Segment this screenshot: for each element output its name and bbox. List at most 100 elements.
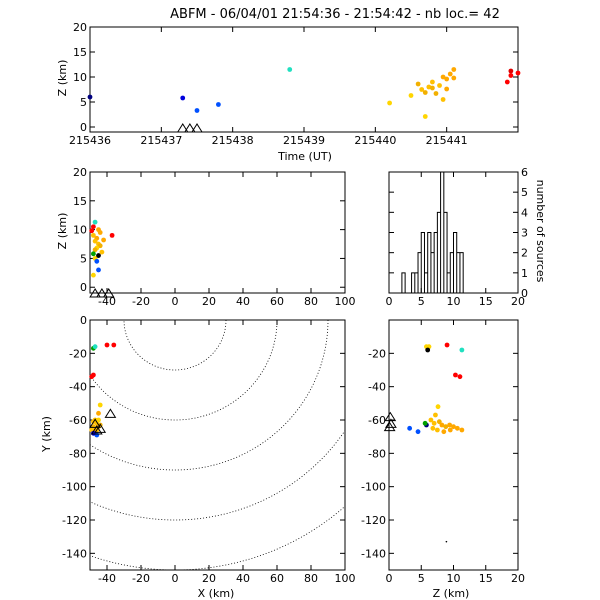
source-point (453, 372, 458, 378)
x-tick-label: 20 (202, 295, 216, 308)
source-point (459, 347, 465, 353)
y-tick-label: -20 (69, 347, 87, 360)
y-tick-label: 15 (73, 195, 87, 208)
x-tick-label: 0 (386, 295, 393, 308)
histogram-ylabel: number of sources (534, 180, 547, 283)
xy-ylabel: Y (km) (40, 416, 53, 453)
y-tick-label: 15 (73, 46, 87, 59)
y-tick-label: 20 (73, 21, 87, 34)
x-tick-label: 80 (304, 295, 318, 308)
source-point (387, 100, 392, 106)
x-tick-label: 215441 (426, 134, 468, 147)
station-triangle (104, 408, 117, 418)
x-tick-label: 20 (511, 295, 525, 308)
source-point (89, 228, 95, 234)
station-triangle (183, 123, 196, 133)
xy-panel: -40 -20 0 20 40 60 80 100 -140 -120 -100 -80 -60 -40 -… (62, 314, 356, 585)
station-triangle (176, 123, 189, 133)
source-point (419, 87, 425, 92)
source-point (96, 267, 101, 273)
source-point (287, 67, 293, 72)
x-tick-label: 100 (335, 572, 356, 585)
y-tick-label: 2 (521, 247, 528, 260)
source-point (422, 114, 428, 119)
station-triangle (385, 418, 397, 428)
y-tick-label: -120 (62, 514, 87, 527)
source-point (444, 342, 450, 348)
y-tick-label: -140 (62, 547, 87, 560)
y-tick-label: -60 (368, 414, 386, 427)
source-point (104, 342, 110, 348)
y-tick-label: 10 (73, 224, 87, 237)
y-tick-label: 5 (80, 252, 87, 265)
plot-frame (89, 319, 346, 571)
source-point (451, 67, 457, 72)
x-tick-label: 40 (236, 295, 250, 308)
source-point (92, 219, 98, 225)
source-point (444, 86, 450, 92)
source-point (180, 95, 186, 101)
y-tick-label: -40 (69, 381, 87, 394)
y-tick-label: 4 (521, 206, 528, 219)
source-point (430, 85, 435, 91)
x-tick-label: 215436 (69, 134, 111, 147)
source-point (101, 237, 106, 243)
source-point (439, 422, 445, 428)
y-tick-label: 1 (521, 267, 528, 280)
source-point (92, 344, 98, 350)
source-point (440, 74, 446, 80)
source-point (96, 410, 101, 416)
figure-title: ABFM - 06/04/01 21:54:36 - 21:54:42 - nb… (170, 7, 500, 22)
source-point (96, 417, 101, 423)
y-tick-label: -100 (62, 481, 87, 494)
time-xlabel: Time (UT) (277, 150, 332, 163)
source-point (91, 232, 96, 238)
y-tick-label: -60 (69, 414, 87, 427)
source-point (91, 224, 96, 230)
source-point (451, 424, 456, 430)
plot-frame (89, 171, 346, 294)
x-tick-label: 0 (172, 295, 179, 308)
station-triangle (94, 423, 107, 433)
x-tick-label: 60 (270, 572, 284, 585)
source-point (451, 75, 457, 81)
x-tick-label: 100 (335, 295, 356, 308)
x-tick-label: -20 (132, 572, 150, 585)
xz-panel: -40 -20 0 20 40 60 80 100 0 5 10 15 20 (73, 166, 356, 308)
y-tick-label: -80 (69, 447, 87, 460)
y-tick-label: -140 (361, 547, 386, 560)
source-point (94, 258, 100, 264)
source-point (92, 238, 98, 244)
source-point (87, 94, 93, 100)
source-point (194, 108, 200, 113)
x-tick-label: 80 (304, 572, 318, 585)
y-tick-label: 3 (521, 227, 528, 240)
x-tick-label: 215437 (140, 134, 182, 147)
source-point (444, 76, 450, 82)
x-tick-label: 20 (202, 572, 216, 585)
y-tick-label: -20 (368, 347, 386, 360)
y-tick-label: 10 (73, 71, 87, 84)
range-ring (90, 320, 329, 471)
source-point (425, 347, 431, 353)
source-point (91, 430, 96, 436)
y-tick-label: -80 (368, 447, 386, 460)
source-point (459, 427, 465, 433)
x-tick-label: 215440 (354, 134, 396, 147)
source-point (97, 230, 103, 235)
source-point (508, 73, 514, 78)
x-tick-label: -40 (98, 295, 116, 308)
plot-frame (388, 319, 519, 571)
time-height-panel: 215436 215437 215438 215439 215440 215441 0 5 10… (69, 21, 521, 147)
y-tick-label: 0 (80, 314, 87, 327)
y-tick-label: 6 (521, 166, 528, 179)
tiny-dot (445, 540, 448, 543)
station-triangle (90, 425, 103, 435)
source-point (454, 425, 460, 431)
source-point (92, 247, 98, 253)
time-panel-ylabel: Z (km) (56, 60, 69, 97)
zy-xlabel: Z (km) (433, 587, 470, 600)
source-point (441, 429, 447, 435)
source-point (97, 243, 103, 249)
